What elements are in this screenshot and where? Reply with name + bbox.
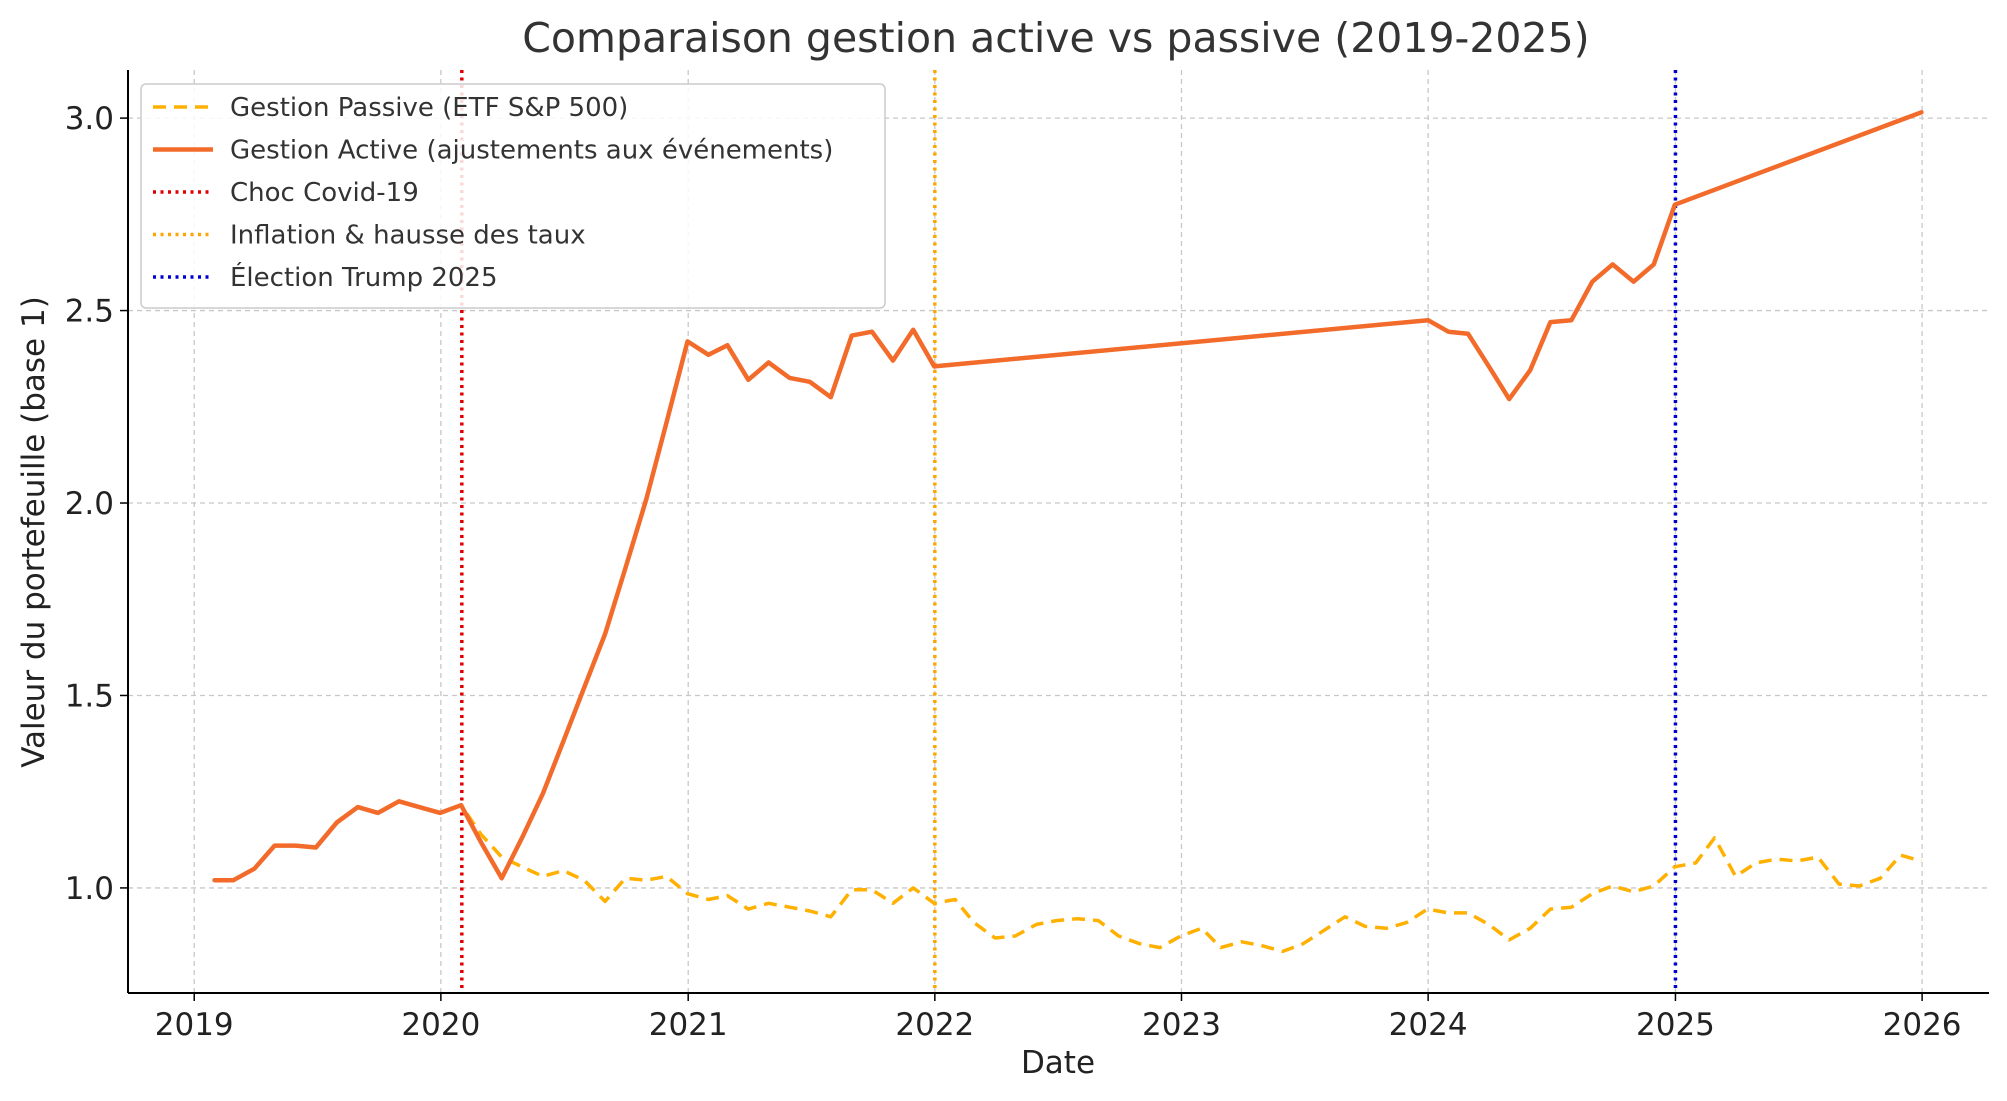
y-tick-label: 1.0	[65, 871, 114, 907]
y-tick-label: 3.0	[65, 101, 114, 137]
x-tick-label: 2019	[155, 1007, 234, 1043]
legend-entry-label: Inflation & hausse des taux	[230, 221, 586, 251]
axes	[127, 70, 1989, 994]
y-tick-label: 2.0	[65, 486, 114, 522]
y-ticks: 1.0 1.5 2.0 2.5 3.0	[65, 101, 128, 907]
x-tick-label: 2022	[895, 1007, 974, 1043]
legend: Gestion Passive (ETF S&P 500) Gestion Act…	[140, 83, 886, 309]
legend-entry-label: Gestion Passive (ETF S&P 500)	[230, 93, 628, 123]
grid	[128, 70, 1989, 993]
y-tick-label: 1.5	[65, 678, 114, 714]
series-line-active	[212, 110, 1924, 883]
x-tick-label: 2020	[401, 1007, 480, 1043]
series-lines	[212, 110, 1924, 954]
legend-entry-label: Choc Covid-19	[230, 178, 419, 208]
series-line-passive	[214, 799, 1922, 954]
x-tick-label: 2023	[1142, 1007, 1221, 1043]
legend-entry-label: Gestion Active (ajustements aux événemen…	[230, 136, 833, 166]
legend-entry-label: Élection Trump 2025	[230, 261, 498, 293]
x-tick-label: 2021	[649, 1007, 728, 1043]
y-axis-label: Valeur du portefeuille (base 1)	[16, 296, 52, 768]
x-tick-label: 2024	[1389, 1007, 1468, 1043]
legend-entries: Gestion Passive (ETF S&P 500) Gestion Act…	[153, 93, 833, 293]
x-ticks: 2019 2020 2021 2022 2023 2024 2025 2026	[155, 993, 1962, 1043]
x-tick-label: 2025	[1636, 1007, 1715, 1043]
x-tick-label: 2026	[1883, 1007, 1962, 1043]
x-axis-label: Date	[1021, 1045, 1095, 1081]
y-tick-label: 2.5	[65, 294, 114, 330]
legend-box	[140, 83, 886, 309]
chart-title: Comparaison gestion active vs passive (2…	[522, 14, 1589, 62]
